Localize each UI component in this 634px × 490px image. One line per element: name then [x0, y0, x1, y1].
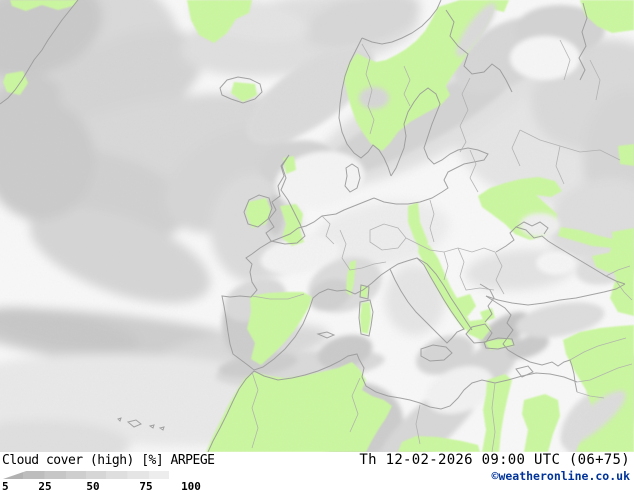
legend-label-100: 100	[181, 480, 201, 490]
legend-label-50: 50	[86, 480, 100, 490]
cloud-cover-map	[0, 0, 634, 452]
legend-label-75: 75	[139, 480, 153, 490]
footer-bar: Cloud cover (high) [%] ARPEGE Th 12-02-2…	[0, 452, 634, 490]
copyright-link[interactable]: ©weatheronline.co.uk	[491, 469, 630, 483]
noise-texture	[0, 0, 634, 452]
forecast-datetime: Th 12-02-2026 09:00 UTC (06+75)	[359, 452, 630, 468]
legend-label-5: 5	[2, 480, 9, 490]
legend-label-25: 25	[38, 480, 52, 490]
map-title: Cloud cover (high) [%] ARPEGE	[2, 453, 215, 468]
map-canvas	[0, 0, 634, 452]
legend-gradient-bar	[3, 471, 169, 479]
legend-labels: 5 25 50 75 100	[0, 480, 240, 490]
